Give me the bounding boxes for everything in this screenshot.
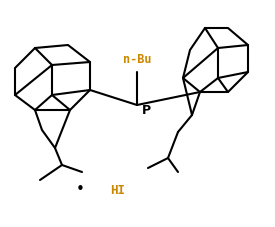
Text: HI: HI (110, 183, 125, 197)
Text: •: • (76, 183, 84, 197)
Text: n-Bu: n-Bu (123, 53, 151, 66)
Text: P: P (142, 104, 151, 116)
